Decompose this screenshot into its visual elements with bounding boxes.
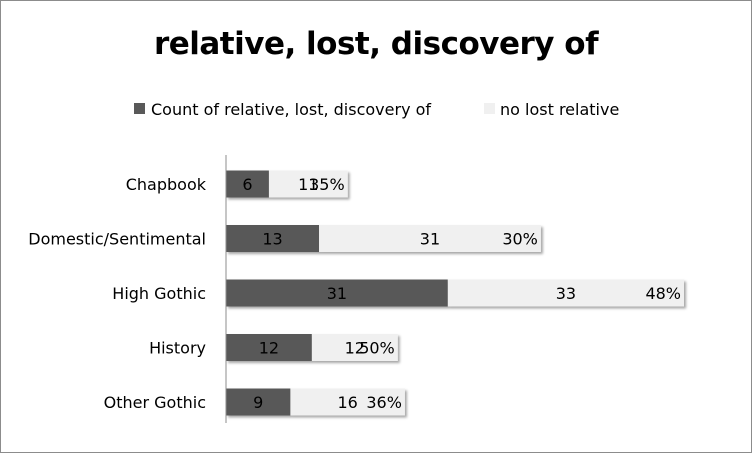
bar-row <box>226 388 405 416</box>
bars-group <box>226 170 684 416</box>
bar-segment-series-2 <box>268 170 348 198</box>
bar-segment-series-1 <box>226 170 269 198</box>
data-label-series-2: 12 <box>345 339 365 358</box>
bar-segment-series-2 <box>311 334 398 361</box>
data-label-series-1: 12 <box>259 339 279 358</box>
percent-label: 48% <box>645 284 681 303</box>
data-label-series-1: 13 <box>262 230 282 249</box>
data-label-series-2: 16 <box>337 393 357 412</box>
legend: Count of relative, lost, discovery of no … <box>134 100 619 119</box>
bar-segment-series-2 <box>290 388 405 416</box>
bar-row <box>226 279 684 307</box>
chart-title: relative, lost, discovery of <box>153 26 599 62</box>
bar-segment-series-1 <box>226 334 312 361</box>
bar-segment-series-1 <box>226 279 448 307</box>
bar-row <box>226 225 541 252</box>
data-label-series-2: 33 <box>556 284 576 303</box>
category-label: Chapbook <box>126 175 207 194</box>
data-label-series-1: 31 <box>327 284 347 303</box>
legend-swatch-2 <box>484 103 495 114</box>
bar-segment-series-2 <box>319 225 541 252</box>
legend-label-1: Count of relative, lost, discovery of <box>151 100 431 119</box>
bar-row <box>226 334 398 361</box>
percent-label: 36% <box>366 393 402 412</box>
bar-segment-series-1 <box>226 388 291 416</box>
percent-label: 35% <box>309 175 345 194</box>
bar-row <box>226 170 348 198</box>
data-label-series-1: 9 <box>253 393 263 412</box>
percent-label: 30% <box>502 230 538 249</box>
category-label: Domestic/Sentimental <box>28 230 206 249</box>
data-label-series-2: 11 <box>298 175 318 194</box>
category-label: History <box>149 339 206 358</box>
data-label-series-2: 31 <box>420 230 440 249</box>
category-label: High Gothic <box>112 284 206 303</box>
percent-label: 50% <box>359 339 395 358</box>
legend-label-2: no lost relative <box>500 100 619 119</box>
category-label: Other Gothic <box>104 393 206 412</box>
bar-segment-series-2 <box>447 279 684 307</box>
data-label-series-1: 6 <box>242 175 252 194</box>
legend-swatch-1 <box>134 103 145 114</box>
bar-segment-series-1 <box>226 225 320 252</box>
